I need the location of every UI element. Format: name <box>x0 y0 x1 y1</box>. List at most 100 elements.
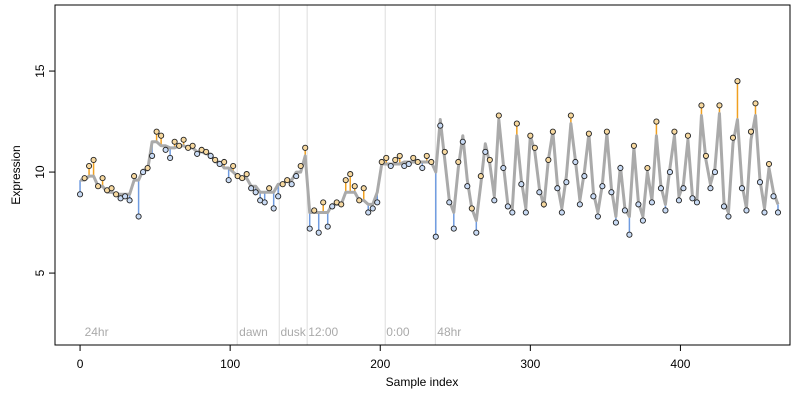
point <box>459 138 466 145</box>
annotation: 24hr <box>85 325 109 339</box>
point <box>486 156 493 163</box>
point <box>756 179 764 186</box>
point <box>167 154 174 161</box>
point <box>356 197 363 204</box>
point <box>657 185 664 192</box>
point <box>518 181 525 188</box>
point <box>108 185 115 192</box>
point <box>189 142 196 149</box>
point <box>774 209 782 216</box>
point <box>648 199 655 206</box>
point <box>266 185 273 192</box>
point <box>387 162 394 170</box>
point <box>113 191 120 198</box>
point <box>567 112 574 119</box>
x-tick-label: 100 <box>220 357 240 371</box>
point <box>450 225 457 232</box>
point <box>239 175 246 182</box>
point <box>599 183 606 190</box>
point <box>383 154 390 161</box>
point <box>590 193 597 200</box>
point <box>203 148 210 155</box>
point <box>279 181 286 188</box>
point <box>302 144 309 151</box>
plot-frame <box>54 4 791 346</box>
point <box>176 142 183 149</box>
point <box>563 179 570 186</box>
x-tick-label: 300 <box>520 357 540 371</box>
point <box>509 209 516 216</box>
point <box>684 132 691 139</box>
point <box>729 134 737 141</box>
point <box>581 173 588 180</box>
point <box>351 183 358 190</box>
point <box>536 189 543 196</box>
point <box>743 207 750 214</box>
point <box>144 164 151 172</box>
point <box>90 156 97 163</box>
point <box>635 201 642 208</box>
point <box>671 128 678 135</box>
point <box>243 171 250 178</box>
point <box>473 229 480 236</box>
point <box>392 156 399 163</box>
point <box>554 185 561 192</box>
point <box>464 183 471 190</box>
point <box>531 144 538 151</box>
annotation: 12:00 <box>308 325 338 339</box>
point <box>653 118 660 125</box>
point <box>675 197 682 204</box>
point <box>639 217 646 224</box>
point <box>374 199 381 206</box>
point <box>293 173 300 180</box>
y-tick-label: 5 <box>33 269 47 276</box>
point <box>482 148 489 155</box>
x-tick-label: 200 <box>370 357 390 371</box>
point <box>608 189 615 196</box>
point <box>500 164 507 172</box>
point <box>617 164 624 172</box>
point <box>369 205 376 212</box>
point <box>365 209 372 216</box>
y-tick-label: 10 <box>33 165 47 179</box>
point <box>644 164 651 172</box>
point <box>315 229 322 236</box>
point <box>558 209 565 216</box>
point <box>378 158 385 166</box>
point <box>698 102 705 109</box>
point <box>158 132 165 139</box>
point <box>662 207 669 214</box>
annotation: dawn <box>239 325 268 339</box>
point <box>126 197 133 204</box>
point <box>594 213 601 220</box>
point <box>297 162 304 170</box>
point <box>477 173 484 180</box>
point <box>252 189 259 196</box>
point <box>275 193 282 200</box>
point <box>770 193 777 200</box>
point <box>522 209 529 216</box>
point <box>765 160 773 168</box>
point <box>455 158 462 166</box>
point <box>689 195 696 202</box>
point <box>95 183 102 190</box>
point <box>437 122 444 129</box>
point <box>752 100 759 107</box>
point <box>171 138 178 145</box>
point <box>261 199 268 206</box>
point <box>711 169 719 176</box>
point <box>194 150 201 157</box>
point <box>603 128 610 135</box>
annotation: dusk <box>280 325 306 339</box>
point <box>441 148 448 155</box>
point <box>122 193 129 200</box>
point <box>410 154 417 161</box>
point <box>131 173 138 180</box>
point <box>432 233 439 240</box>
point <box>428 158 435 166</box>
point <box>725 213 732 220</box>
point <box>513 120 520 127</box>
point <box>626 231 633 238</box>
point <box>221 158 228 166</box>
